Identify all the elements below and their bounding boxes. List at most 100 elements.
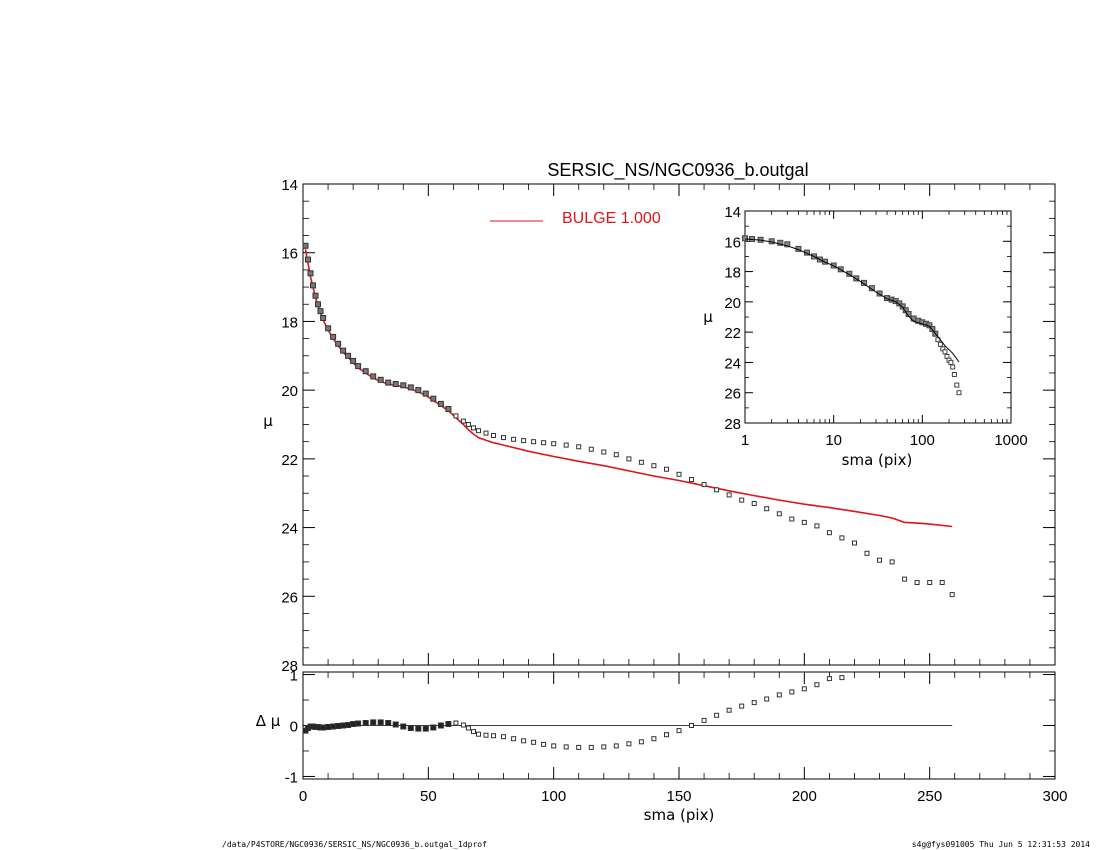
residual-y-axis-label: Δ μ xyxy=(256,712,281,730)
data-point xyxy=(305,256,311,263)
data-point xyxy=(664,466,669,472)
inset-data-point xyxy=(951,372,957,377)
inset-x-tick-label: 1 xyxy=(741,432,749,449)
data-point xyxy=(814,523,820,529)
inset-y-tick-label: 26 xyxy=(724,386,741,403)
data-profile-series xyxy=(302,242,955,598)
data-point xyxy=(563,442,569,448)
data-point xyxy=(310,282,316,289)
main-y-tick-label: 16 xyxy=(281,246,298,263)
residual-x-tick-label: 150 xyxy=(666,788,691,805)
residual-point xyxy=(483,732,489,738)
data-point xyxy=(676,471,682,477)
data-point xyxy=(312,292,319,299)
data-point xyxy=(330,333,337,340)
residual-point xyxy=(392,721,399,728)
data-point xyxy=(877,557,882,563)
residual-point xyxy=(370,719,377,726)
data-point xyxy=(601,449,607,455)
inset-y-tick-label: 16 xyxy=(724,234,741,251)
residual-point xyxy=(638,739,644,745)
data-point xyxy=(726,492,732,498)
data-point xyxy=(949,592,955,598)
residual-point xyxy=(476,731,481,737)
residual-y-tick-label: 1 xyxy=(290,668,298,685)
inset-x-axis: 1 10 100 1000 xyxy=(741,211,1028,449)
data-point xyxy=(476,428,481,434)
data-point xyxy=(751,501,757,506)
residual-y-tick-label: 0 xyxy=(290,719,298,736)
inset-y-axis-label: μ xyxy=(703,308,713,326)
residual-point xyxy=(377,719,384,726)
data-point xyxy=(889,559,895,565)
data-point xyxy=(576,444,582,450)
main-y-tick-label: 14 xyxy=(281,177,298,194)
data-point xyxy=(355,363,362,370)
data-point xyxy=(415,387,422,394)
residual-panel: 10-1 0 50 100 150 200 250 300 Δ μ sma (pix) xyxy=(256,668,1068,824)
residual-point xyxy=(576,744,582,750)
inset-data-point xyxy=(948,359,954,365)
residual-point xyxy=(511,736,517,742)
data-point xyxy=(511,436,517,442)
inset-y-tick-label: 14 xyxy=(724,204,741,221)
data-point xyxy=(453,413,459,419)
data-point xyxy=(340,347,347,354)
residual-point xyxy=(325,724,332,730)
data-point xyxy=(307,270,314,277)
residual-point xyxy=(839,675,845,681)
data-point xyxy=(764,506,770,512)
residual-x-axis: 0 50 100 150 200 250 300 xyxy=(299,672,1068,805)
main-x-axis xyxy=(302,184,1056,665)
inset-x-axis-label: sma (pix) xyxy=(842,451,913,469)
residual-point xyxy=(826,676,832,682)
inset-data-point xyxy=(937,341,943,347)
data-point xyxy=(914,580,920,585)
residual-x-tick-label: 250 xyxy=(917,788,942,805)
data-point xyxy=(471,425,476,431)
data-point xyxy=(551,441,557,447)
data-point xyxy=(315,301,321,308)
data-point xyxy=(491,433,496,438)
residual-point xyxy=(471,729,476,735)
inset-y-tick-label: 24 xyxy=(724,355,741,372)
main-y-tick-label: 24 xyxy=(281,521,298,538)
residual-point xyxy=(465,725,471,731)
footer-file-path: /data/P4STORE/NGC0936/SERSIC_NS/NGC0936_… xyxy=(222,840,487,849)
residual-point xyxy=(320,724,327,731)
residual-point xyxy=(460,722,466,728)
residual-point xyxy=(676,728,682,734)
inset-model-line xyxy=(744,238,960,363)
main-y-tick-label: 18 xyxy=(281,314,298,331)
data-point xyxy=(776,511,782,517)
data-point xyxy=(345,352,352,359)
residual-point xyxy=(385,720,392,726)
residual-point xyxy=(714,712,720,718)
data-point xyxy=(839,535,845,541)
inset-data-point xyxy=(784,241,791,248)
data-point xyxy=(521,438,527,444)
data-point xyxy=(437,400,444,407)
residual-point xyxy=(445,721,452,727)
residual-point xyxy=(531,739,537,745)
residual-point xyxy=(664,732,669,738)
residual-point xyxy=(350,721,357,727)
data-point xyxy=(927,580,933,585)
residual-point xyxy=(701,717,707,723)
main-y-tick-label: 26 xyxy=(281,589,298,606)
inset-data-point xyxy=(846,270,853,277)
data-point xyxy=(541,440,547,446)
data-point xyxy=(302,242,309,249)
data-point xyxy=(689,477,694,482)
inset-y-tick-label: 20 xyxy=(724,295,741,312)
data-point xyxy=(370,373,377,380)
inset-x-tick-label: 100 xyxy=(910,432,935,449)
inset-y-tick-label: 28 xyxy=(724,416,741,433)
residual-point xyxy=(422,725,429,732)
inset-data-point xyxy=(876,290,883,297)
data-point xyxy=(613,452,619,458)
residual-point xyxy=(814,682,820,688)
residual-x-tick-label: 50 xyxy=(420,788,437,805)
inset-data-point xyxy=(861,279,867,286)
residual-point xyxy=(726,707,732,713)
